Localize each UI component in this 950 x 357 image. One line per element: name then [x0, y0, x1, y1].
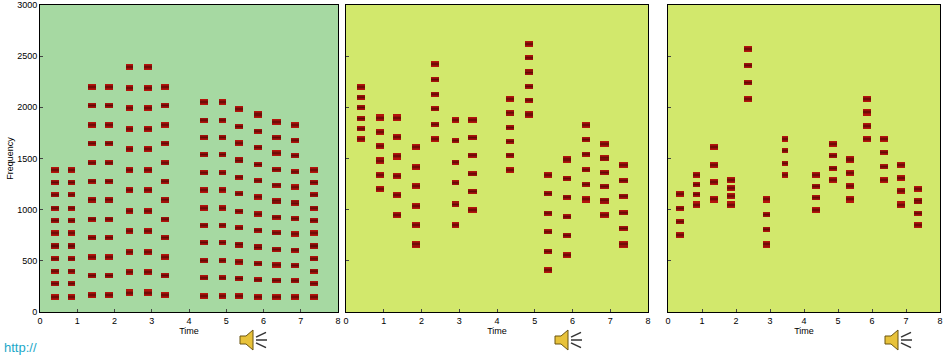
svg-text:8: 8 — [937, 316, 942, 326]
svg-text:3: 3 — [457, 316, 462, 326]
svg-text:3: 3 — [767, 316, 772, 326]
svg-text:1500: 1500 — [17, 154, 37, 164]
svg-text:http://: http:// — [4, 340, 37, 355]
svg-text:8: 8 — [335, 316, 340, 326]
svg-text:7: 7 — [608, 316, 613, 326]
svg-text:7: 7 — [298, 316, 303, 326]
svg-text:Time: Time — [487, 326, 507, 336]
svg-text:2500: 2500 — [17, 51, 37, 61]
svg-text:Frequency: Frequency — [5, 137, 15, 180]
svg-text:3: 3 — [149, 316, 154, 326]
svg-text:0: 0 — [665, 316, 670, 326]
svg-text:0: 0 — [37, 316, 42, 326]
svg-text:2000: 2000 — [17, 102, 37, 112]
svg-text:6: 6 — [261, 316, 266, 326]
svg-text:500: 500 — [22, 256, 37, 266]
svg-text:2: 2 — [733, 316, 738, 326]
svg-text:1: 1 — [381, 316, 386, 326]
svg-text:1: 1 — [75, 316, 80, 326]
svg-text:6: 6 — [570, 316, 575, 326]
svg-text:5: 5 — [835, 316, 840, 326]
svg-text:8: 8 — [645, 316, 650, 326]
svg-text:0: 0 — [32, 307, 37, 317]
svg-text:2: 2 — [419, 316, 424, 326]
svg-text:4: 4 — [186, 316, 191, 326]
svg-text:4: 4 — [494, 316, 499, 326]
svg-text:5: 5 — [532, 316, 537, 326]
svg-text:4: 4 — [801, 316, 806, 326]
svg-text:6: 6 — [869, 316, 874, 326]
svg-text:1: 1 — [699, 316, 704, 326]
svg-text:Time: Time — [179, 326, 199, 336]
svg-text:Time: Time — [794, 326, 814, 336]
svg-text:1000: 1000 — [17, 205, 37, 215]
svg-text:7: 7 — [903, 316, 908, 326]
svg-text:0: 0 — [343, 316, 348, 326]
svg-text:3000: 3000 — [17, 0, 37, 10]
svg-text:2: 2 — [112, 316, 117, 326]
svg-text:5: 5 — [224, 316, 229, 326]
